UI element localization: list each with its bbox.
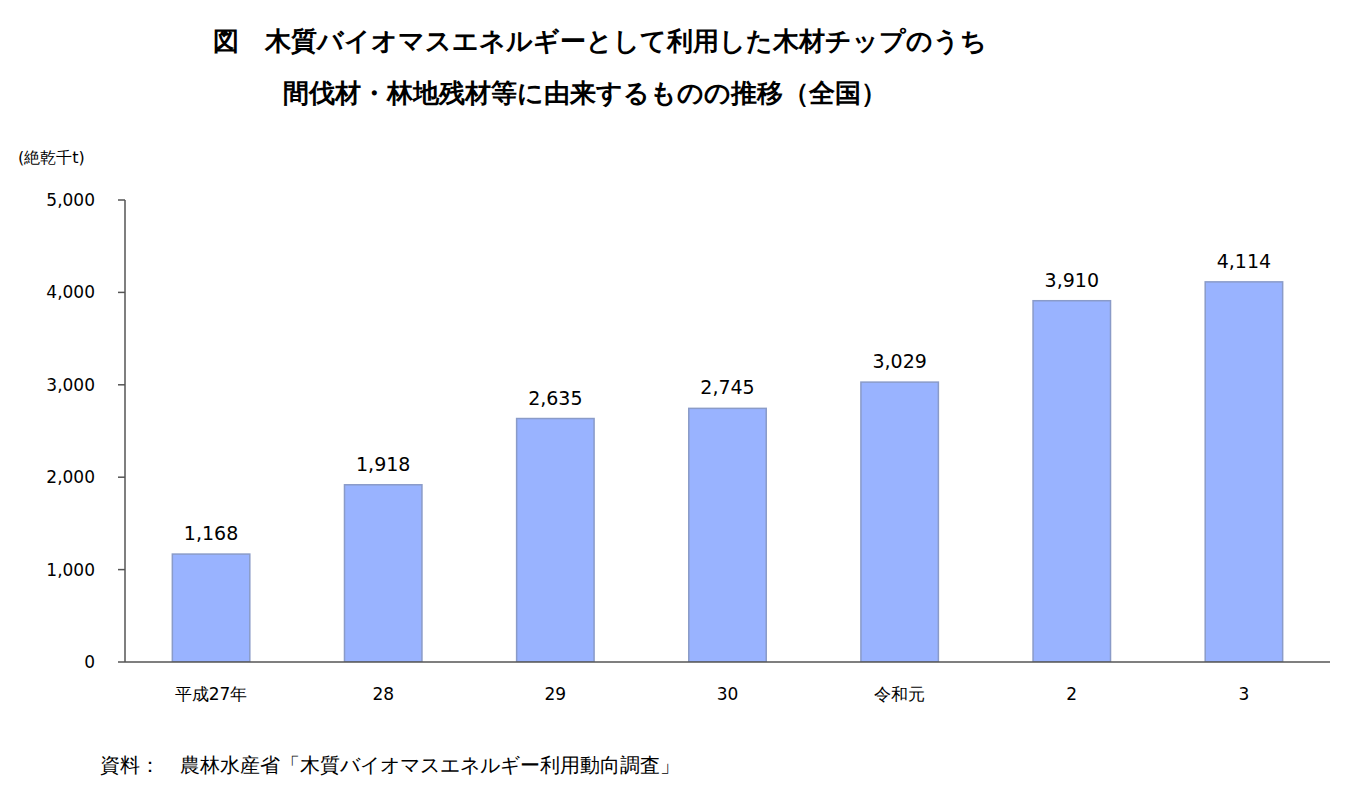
y-tick-label: 1,000 xyxy=(46,560,95,580)
chart: 図 木質バイオマスエネルギーとして利用した木材チップのうち間伐材・林地残材等に由… xyxy=(0,0,1346,790)
data-label: 4,114 xyxy=(1217,250,1271,272)
data-label: 3,029 xyxy=(872,350,926,372)
x-tick-label: 28 xyxy=(372,684,394,704)
y-axis-line xyxy=(124,200,126,662)
x-tick-label: 30 xyxy=(717,684,739,704)
x-tick-label: 平成27年 xyxy=(175,684,248,704)
y-tick-label: 2,000 xyxy=(46,467,95,487)
y-tick-label: 5,000 xyxy=(46,190,95,210)
bars xyxy=(172,282,1282,662)
y-axis-label: (絶乾千t) xyxy=(18,148,85,167)
y-tick-label: 0 xyxy=(84,652,95,672)
source-note: 資料： 農林水産省「木質バイオマスエネルギー利用動向調査」 xyxy=(100,753,680,777)
y-tick xyxy=(118,199,125,201)
x-tick-label: 令和元 xyxy=(874,684,925,704)
bar xyxy=(344,485,421,662)
x-tick-label: 29 xyxy=(545,684,567,704)
bar xyxy=(172,554,249,662)
x-tick-label: 3 xyxy=(1239,684,1250,704)
data-label: 3,910 xyxy=(1045,269,1099,291)
bar xyxy=(689,408,766,662)
title: 間伐材・林地残材等に由来するものの推移（全国） xyxy=(283,78,887,108)
y-tick xyxy=(118,569,125,571)
y-tick xyxy=(118,476,125,478)
y-tick-label: 3,000 xyxy=(46,375,95,395)
data-label: 1,168 xyxy=(184,522,238,544)
y-tick xyxy=(118,661,125,663)
y-tick-label: 4,000 xyxy=(46,282,95,302)
bar xyxy=(861,382,938,662)
data-label: 1,918 xyxy=(356,453,410,475)
bar xyxy=(517,419,594,662)
title: 図 木質バイオマスエネルギーとして利用した木材チップのうち xyxy=(213,26,987,56)
bar xyxy=(1033,301,1110,662)
y-tick xyxy=(118,384,125,386)
data-label: 2,635 xyxy=(528,387,582,409)
y-tick xyxy=(118,292,125,294)
y-axis: 0 1,000 2,000 3,000 4,000 5,000 xyxy=(46,190,125,672)
data-label: 2,745 xyxy=(700,376,754,398)
bar xyxy=(1205,282,1282,662)
x-tick-label: 2 xyxy=(1066,684,1077,704)
x-axis-line xyxy=(125,661,1330,663)
